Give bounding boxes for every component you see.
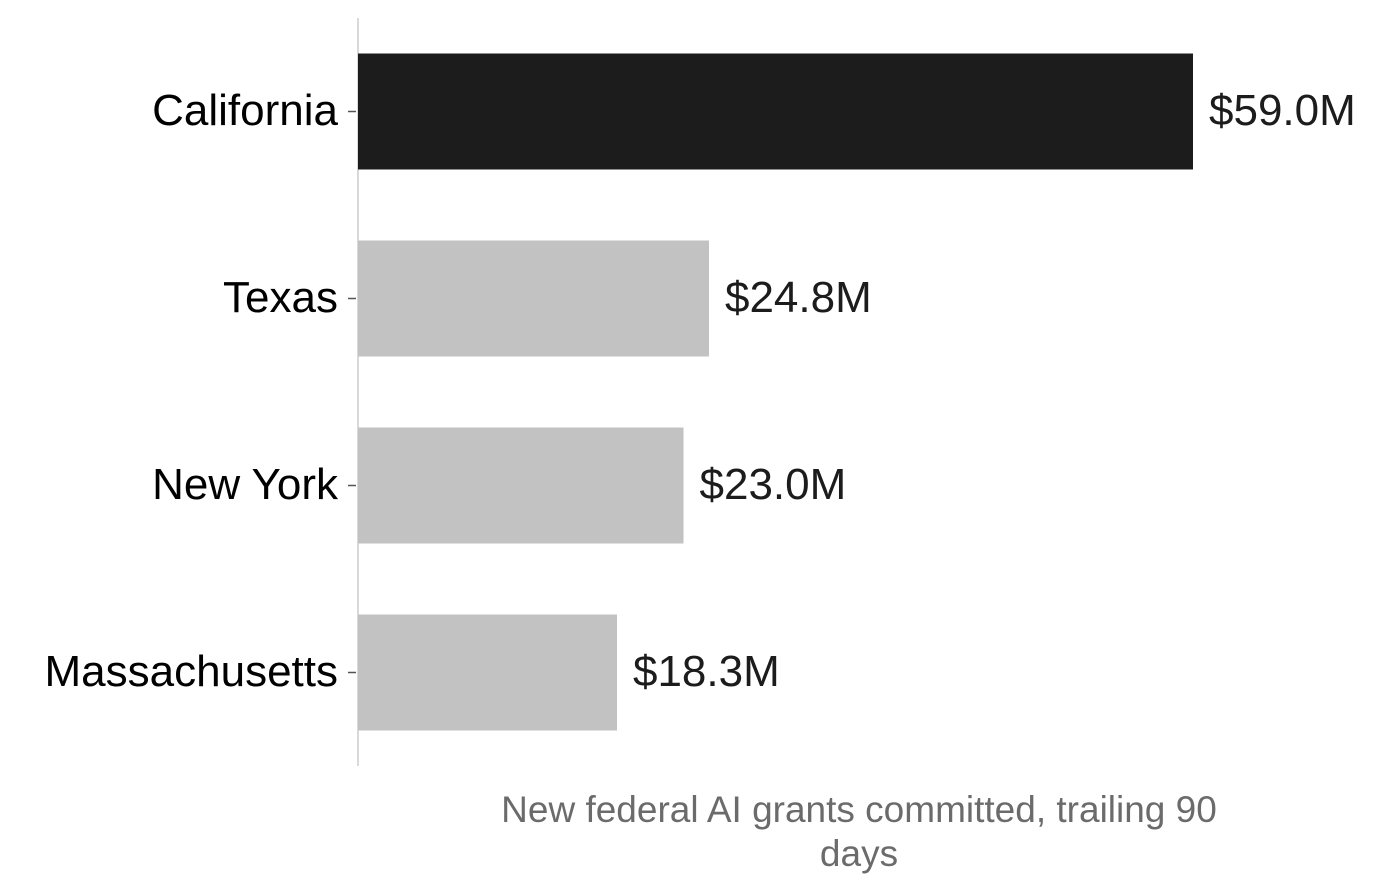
- bar: [358, 53, 1193, 170]
- y-tick-label: New York: [152, 460, 339, 509]
- bar: [358, 614, 617, 731]
- y-tick-label: California: [152, 86, 338, 135]
- bar: [358, 240, 709, 357]
- y-tick-label: Massachusetts: [45, 647, 338, 696]
- bar: [358, 427, 684, 544]
- x-axis-label: New federal AI grants committed, trailin…: [501, 789, 1217, 874]
- value-label: $59.0M: [1209, 86, 1356, 135]
- value-label: $23.0M: [700, 460, 847, 509]
- value-label: $24.8M: [725, 273, 872, 322]
- value-label: $18.3M: [633, 647, 780, 696]
- y-tick-label: Texas: [223, 273, 338, 322]
